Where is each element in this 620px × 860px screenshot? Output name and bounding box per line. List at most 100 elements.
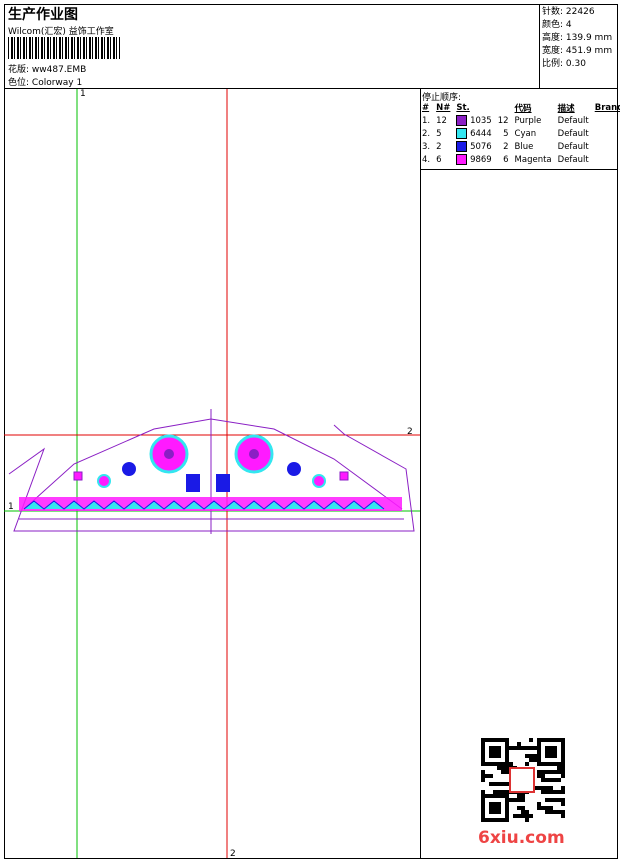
qr-module — [517, 798, 521, 802]
stitch: 6 — [503, 154, 509, 165]
qr-module — [481, 754, 485, 758]
qr-module — [497, 818, 501, 822]
qr-module — [553, 754, 557, 758]
qr-module — [553, 762, 557, 766]
stop-frame — [420, 88, 618, 170]
description: Purple — [514, 115, 542, 126]
qr-module — [557, 790, 561, 794]
qr-module — [493, 790, 497, 794]
qr-module — [513, 746, 517, 750]
description: Blue — [514, 141, 534, 152]
qr-module — [545, 790, 549, 794]
qr-module — [489, 754, 493, 758]
stitch: 2 — [503, 141, 509, 152]
qr-module — [533, 746, 537, 750]
qr-module — [549, 790, 553, 794]
qr-module — [561, 770, 565, 774]
qr-module — [553, 798, 557, 802]
qr-module — [537, 774, 541, 778]
qr-module — [493, 802, 497, 806]
qr-module — [517, 814, 521, 818]
qr-module — [561, 802, 565, 806]
qr-module — [541, 762, 545, 766]
code: 6444 — [470, 129, 492, 139]
qr-module — [489, 762, 493, 766]
qr-module — [561, 814, 565, 818]
label: 花版: — [8, 65, 30, 75]
qr-module — [493, 762, 497, 766]
qr-module — [505, 738, 509, 742]
qr-module — [493, 746, 497, 750]
qr-module — [561, 738, 565, 742]
column-header: St. — [456, 102, 470, 113]
qr-module — [517, 806, 521, 810]
qr-module — [493, 782, 497, 786]
needle: 2 — [436, 141, 442, 152]
qr-module — [529, 758, 533, 762]
qr-module — [525, 818, 529, 822]
qr-module — [497, 806, 501, 810]
qr-module — [561, 746, 565, 750]
qr-module — [505, 806, 509, 810]
header-row: #N#St.代码描述Brand元素 — [419, 101, 620, 114]
qr-module — [549, 806, 553, 810]
qr-module — [501, 766, 505, 770]
qr-module — [501, 738, 505, 742]
seq: 1. — [422, 115, 431, 126]
swatch — [456, 128, 468, 139]
qr-module — [485, 774, 489, 778]
qr-module — [549, 770, 553, 774]
qr-module — [505, 798, 509, 802]
qr-module — [485, 794, 489, 798]
swatch — [456, 154, 468, 165]
qr-module — [553, 770, 557, 774]
qr-module — [481, 790, 485, 794]
qr-module — [505, 746, 509, 750]
stat-row: 针数: 22426 — [542, 6, 612, 19]
qr-module — [549, 750, 553, 754]
qr-module — [481, 762, 485, 766]
qr-module — [557, 766, 561, 770]
qr-module — [489, 774, 493, 778]
qr-module — [537, 758, 541, 762]
qr-module — [533, 754, 537, 758]
guide-label: 2 — [230, 849, 236, 858]
qr-module — [525, 814, 529, 818]
design-row: 花版: ww487.EMB — [8, 62, 86, 75]
qr-module — [549, 778, 553, 782]
needle: 6 — [436, 154, 442, 165]
stat-row: 宽度: 451.9 mm — [542, 45, 612, 58]
qr-module — [481, 794, 485, 798]
qr-module — [501, 770, 505, 774]
qr-module — [561, 786, 565, 790]
brand: Default — [557, 141, 589, 152]
qr-module — [505, 802, 509, 806]
qr-module — [541, 786, 545, 790]
qr-module — [525, 754, 529, 758]
stats: 针数: 22426 颜色: 4 高度: 139.9 mm 宽度: 451.9 mm 比例… — [542, 6, 612, 71]
column-header: 代码 — [514, 103, 532, 114]
qr-module — [517, 794, 521, 798]
stat-row: 比例: 0.30 — [542, 58, 612, 71]
watermark: 6xiu.com — [478, 828, 565, 848]
guide-label: 2 — [407, 427, 413, 437]
qr-module — [545, 738, 549, 742]
qr-module — [481, 770, 485, 774]
qr-module — [481, 802, 485, 806]
qr-module — [497, 810, 501, 814]
qr-module — [545, 786, 549, 790]
qr-module — [545, 798, 549, 802]
qr-module — [561, 754, 565, 758]
stitch: 5 — [503, 128, 509, 139]
description: Cyan — [514, 128, 537, 139]
qr-module — [497, 782, 501, 786]
stat-label: 宽度: — [542, 46, 564, 56]
stat-label: 针数: — [542, 7, 564, 17]
qr-module — [521, 794, 525, 798]
stop-row: 2. 5 6444 5 Cyan Default — [419, 127, 620, 140]
stat-value: 4 — [565, 20, 572, 30]
qr-module — [505, 814, 509, 818]
qr-module — [537, 802, 541, 806]
qr-module — [497, 766, 501, 770]
